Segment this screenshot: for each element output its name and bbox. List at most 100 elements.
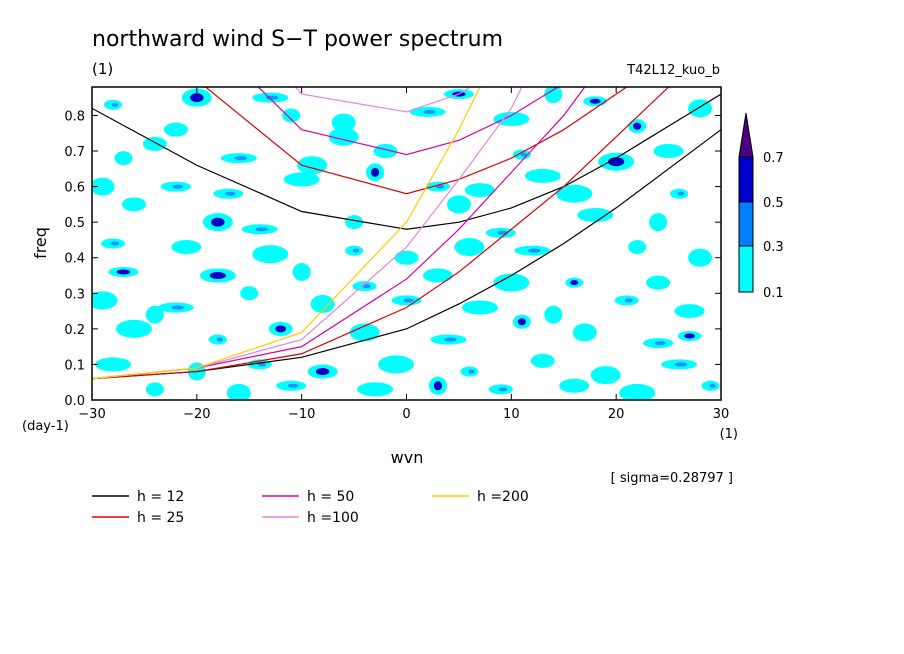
contour-core: [111, 102, 119, 107]
contour-core: [608, 157, 625, 167]
dispersion-curve-upper: [92, 93, 721, 230]
contour-core: [255, 227, 269, 232]
contour-core: [654, 341, 666, 346]
contour-core: [624, 298, 633, 303]
colorbar-box: [738, 201, 754, 247]
colorbar-level-label: 0.7: [763, 151, 784, 166]
contour-patch: [94, 357, 131, 372]
contour-core: [520, 152, 527, 157]
colorbar: 0.1 0.3 0.5 0.7: [738, 112, 784, 301]
contour-patch: [92, 291, 118, 310]
power-contour-fill: [92, 87, 720, 400]
legend-label: h = 25: [137, 510, 184, 526]
contour-core: [677, 191, 685, 196]
contour-core: [570, 280, 579, 286]
y-tick-label: 0.5: [64, 216, 85, 231]
contour-core: [172, 184, 184, 189]
contour-core: [216, 337, 223, 342]
x-tick-label: 20: [608, 407, 625, 422]
contour-patch: [646, 275, 671, 290]
y-axis: 0.0 0.1 0.2 0.3 0.4 0.5 0.6 0.7 0.8: [64, 109, 721, 409]
legend-label: h =200: [477, 489, 529, 505]
contour-patch: [252, 245, 289, 264]
contour-patch: [226, 383, 251, 400]
contour-patch: [378, 355, 415, 374]
contour-patch: [559, 378, 590, 393]
y-tick-label: 0.1: [64, 358, 85, 373]
contour-core: [275, 325, 287, 333]
colorbar-arrow: [738, 112, 754, 158]
colorbar-box: [738, 245, 754, 293]
contour-patch: [524, 168, 561, 183]
run-label: T42L12_kuo_b: [626, 63, 720, 78]
contour-patch: [145, 305, 164, 324]
contour-patch: [461, 300, 498, 315]
contour-patch: [590, 366, 621, 385]
contour-patch: [577, 208, 614, 223]
contour-core: [423, 109, 436, 114]
y-tick-label: 0.3: [64, 287, 85, 302]
contour-core: [633, 122, 642, 130]
legend-label: h =100: [307, 510, 359, 526]
colorbar-level-label: 0.3: [763, 240, 784, 255]
contour-patch: [446, 195, 471, 214]
contour-core: [433, 381, 443, 391]
contour-core: [315, 368, 330, 376]
y-tick-label: 0.6: [64, 181, 85, 196]
x-tick-label: −10: [288, 407, 315, 422]
contour-patch: [649, 213, 668, 232]
colorbar-level-label: 0.1: [763, 286, 784, 301]
dispersion-curve-lower: [92, 129, 721, 380]
contour-patch: [163, 122, 188, 137]
contour-patch: [619, 383, 656, 400]
y-tick-label: 0.2: [64, 323, 85, 338]
contour-patch: [349, 323, 380, 342]
contour-core: [116, 269, 131, 275]
contour-patch: [454, 238, 485, 257]
x-tick-label: 10: [503, 407, 520, 422]
y-tick-label: 0.8: [64, 109, 85, 124]
sigma-text: [ sigma=0.28797 ]: [611, 471, 733, 486]
contour-patch: [464, 183, 495, 198]
contour-patch: [92, 177, 115, 196]
contour-core: [362, 284, 371, 289]
contour-core: [517, 318, 526, 326]
contour-patch: [530, 353, 555, 368]
contour-core: [528, 248, 541, 253]
contour-patch: [628, 240, 647, 255]
dispersion-curve-lower: [92, 87, 586, 380]
x-axis-label: wvn: [391, 448, 424, 467]
y-tick-label: 0.4: [64, 252, 85, 267]
contour-patch: [114, 151, 133, 166]
contour-core: [684, 333, 695, 339]
y-axis-label: freq: [31, 227, 50, 259]
y-unit-label: (day-1): [22, 419, 69, 434]
contour-core: [234, 156, 248, 161]
dispersion-curves: [92, 87, 721, 380]
contour-patch: [331, 113, 356, 132]
contour-core: [589, 98, 601, 104]
contour-core: [403, 298, 414, 303]
contour-patch: [556, 184, 593, 203]
x-unit-label: (1): [720, 427, 738, 442]
contour-patch: [544, 305, 563, 324]
contour-patch: [544, 87, 563, 104]
contour-core: [287, 383, 299, 388]
y-tick-label: 0.0: [64, 394, 85, 409]
contour-core: [225, 191, 236, 196]
contour-patch: [240, 286, 259, 301]
x-tick-label: 0: [402, 407, 410, 422]
x-tick-label: −20: [183, 407, 210, 422]
contour-patch: [292, 262, 311, 281]
contour-patch: [653, 144, 684, 159]
contour-core: [468, 369, 475, 374]
contour-patch: [373, 144, 398, 159]
chart-title: northward wind S−T power spectrum: [92, 27, 503, 52]
contour-patch: [422, 268, 453, 283]
contour-core: [444, 337, 457, 342]
contour-core: [211, 217, 225, 227]
y-tick-label: 0.7: [64, 145, 85, 160]
contour-patch: [572, 323, 597, 342]
contour-patch: [145, 382, 164, 397]
contour-patch: [121, 197, 146, 212]
